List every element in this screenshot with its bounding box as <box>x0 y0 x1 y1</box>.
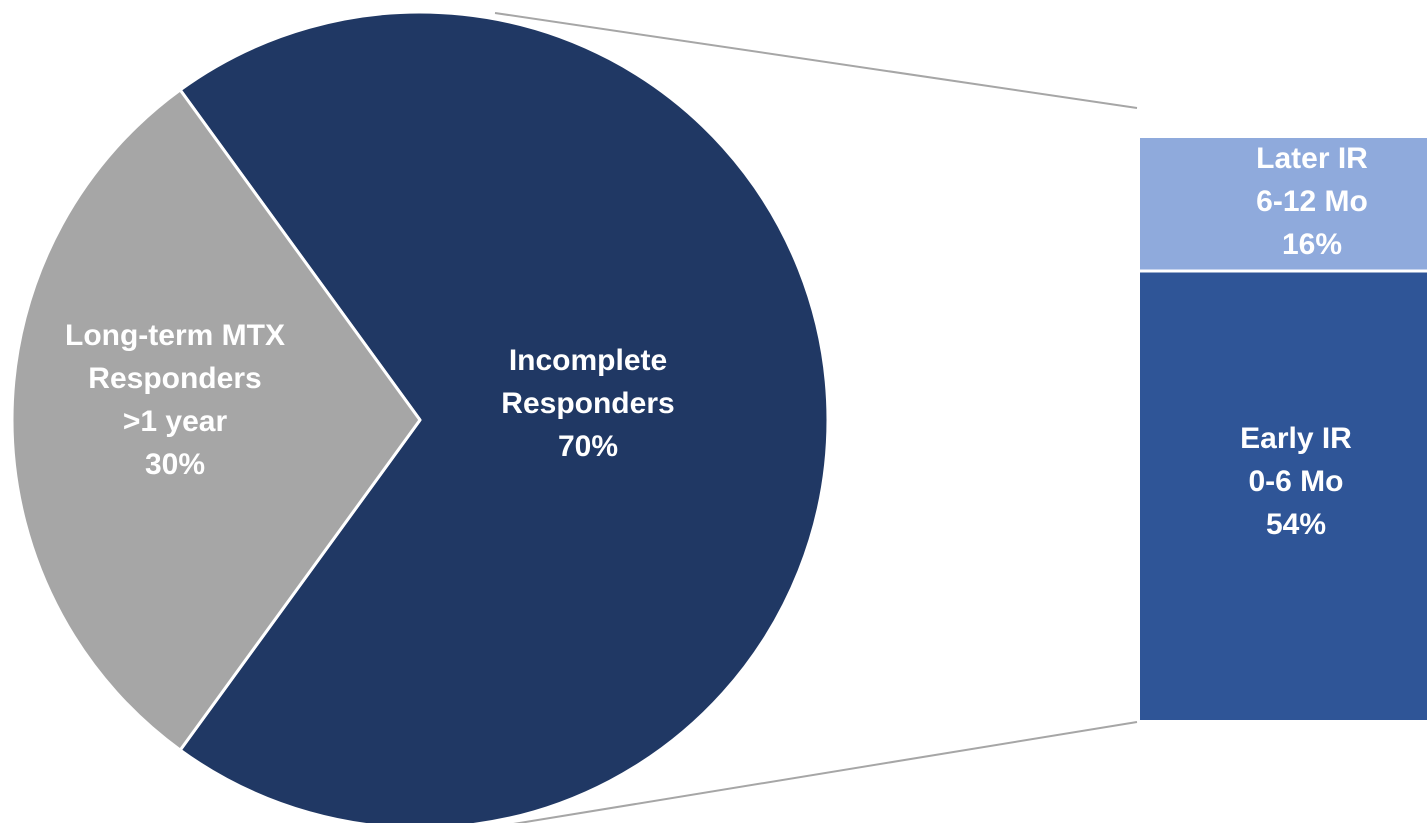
connector-lines <box>494 12 1138 823</box>
bar-label-early-ir-line: 0-6 Mo <box>1248 465 1343 498</box>
bar-label-early-ir-line: Early IR <box>1240 422 1352 455</box>
pie-label-long-term-line: Responders <box>88 362 261 395</box>
connector-line-top <box>494 12 1138 109</box>
pie-label-long-term-line: Long-term MTX <box>65 319 285 352</box>
bar-label-later-ir-line: 16% <box>1282 228 1342 261</box>
pie-label-incomplete-line: Incomplete <box>509 344 667 377</box>
pie-label-incomplete-line: Responders <box>501 387 674 420</box>
bar-label-later-ir-line: 6-12 Mo <box>1256 185 1368 218</box>
pie-slice-long_term <box>10 88 422 752</box>
bar-label-later-ir-line: Later IR <box>1256 142 1368 175</box>
pie-label-long-term: Long-term MTX Responders >1 year 30% <box>65 319 285 481</box>
pie-label-long-term-line: 30% <box>145 448 205 481</box>
pie-label-incomplete-line: 70% <box>558 430 618 463</box>
breakdown-bar-group <box>1140 138 1427 720</box>
bar-segment-later_ir <box>1140 138 1427 272</box>
pie-group <box>10 10 830 823</box>
connector-line-bottom <box>513 721 1138 823</box>
bar-segment-early_ir <box>1140 271 1427 720</box>
labels-group: Long-term MTX Responders >1 year 30% Incompl… <box>65 142 1368 541</box>
bar-label-early-ir-line: 54% <box>1266 508 1326 541</box>
pie-label-long-term-line: >1 year <box>123 405 228 438</box>
bar-label-early-ir: Early IR 0-6 Mo 54% <box>1240 422 1352 541</box>
pie-slice-incomplete <box>178 10 830 823</box>
pie-label-incomplete: Incomplete Responders 70% <box>501 344 674 463</box>
bar-label-later-ir: Later IR 6-12 Mo 16% <box>1256 142 1368 261</box>
